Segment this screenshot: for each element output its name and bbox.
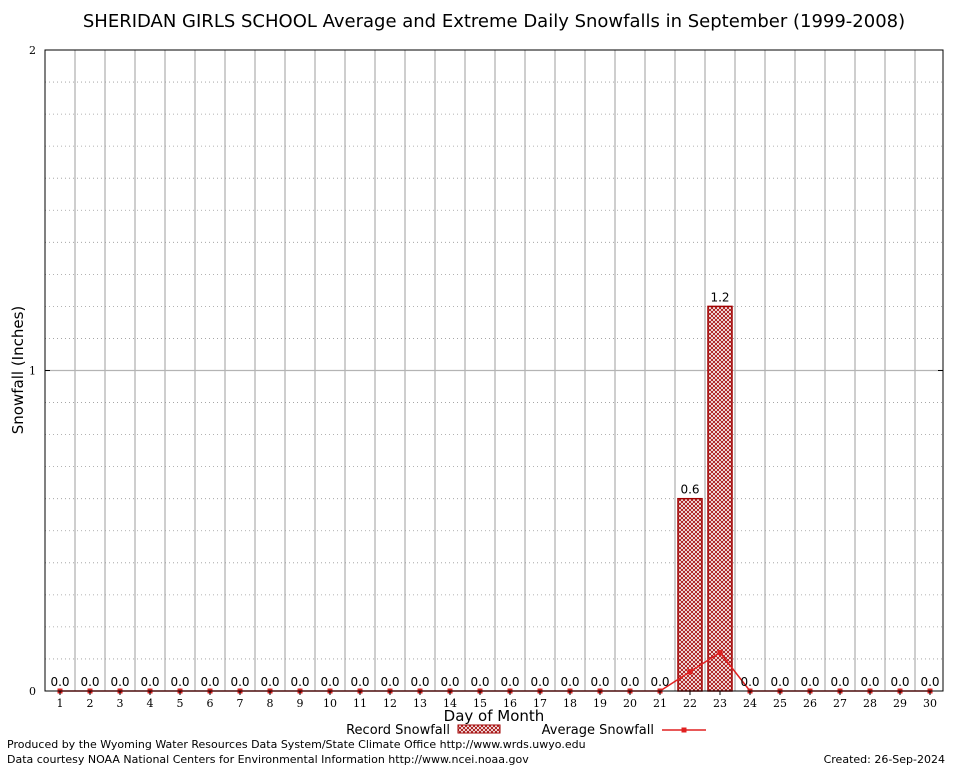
data-label: 0.0	[410, 675, 429, 689]
data-label: 0.0	[830, 675, 849, 689]
x-tick-label: 29	[893, 697, 907, 710]
data-label: 0.0	[560, 675, 579, 689]
x-tick-label: 16	[503, 697, 517, 710]
data-label: 0.0	[350, 675, 369, 689]
data-label: 0.0	[380, 675, 399, 689]
x-tick-label: 2	[87, 697, 94, 710]
x-tick-label: 13	[413, 697, 427, 710]
x-tick-label: 18	[563, 697, 577, 710]
data-label: 0.0	[140, 675, 159, 689]
data-label: 0.0	[80, 675, 99, 689]
footer-created-date: Created: 26-Sep-2024	[824, 753, 945, 766]
average-snowfall-point	[717, 650, 723, 656]
legend: Record Snowfall Average Snowfall	[346, 723, 706, 738]
x-tick-label: 20	[623, 697, 637, 710]
data-label: 0.0	[170, 675, 189, 689]
x-tick-label: 17	[533, 697, 547, 710]
x-axis-label: Day of Month	[444, 707, 545, 725]
data-label: 0.0	[800, 675, 819, 689]
legend-average-label: Average Snowfall	[542, 723, 654, 738]
x-tick-label: 23	[713, 697, 727, 710]
x-tick-label: 28	[863, 697, 877, 710]
data-label: 0.6	[680, 483, 699, 497]
x-tick-label: 3	[117, 697, 124, 710]
data-label: 0.0	[650, 675, 669, 689]
y-tick-label: 1	[29, 365, 36, 378]
footer-data-courtesy: Data courtesy NOAA National Centers for …	[7, 753, 529, 766]
x-tick-label: 11	[353, 697, 367, 710]
record-snowfall-bar	[677, 497, 703, 692]
x-tick-label: 22	[683, 697, 697, 710]
data-label: 0.0	[740, 675, 759, 689]
x-tick-label: 10	[323, 697, 337, 710]
plot-frame	[44, 49, 944, 692]
x-tick-label: 12	[383, 697, 397, 710]
y-axis-label: Snowfall (Inches)	[9, 306, 27, 434]
legend-average-marker	[681, 727, 687, 733]
data-label: 0.0	[290, 675, 309, 689]
data-label: 0.0	[320, 675, 339, 689]
x-tick-label: 15	[473, 697, 487, 710]
x-tick-label: 1	[57, 697, 64, 710]
x-tick-label: 27	[833, 697, 847, 710]
x-tick-label: 26	[803, 697, 817, 710]
x-tick-label: 14	[443, 697, 457, 710]
data-label: 0.0	[890, 675, 909, 689]
data-label: 0.0	[530, 675, 549, 689]
x-tick-label: 24	[743, 697, 757, 710]
record-snowfall-bar	[707, 305, 733, 692]
x-tick-label: 19	[593, 697, 607, 710]
data-label: 0.0	[200, 675, 219, 689]
data-label: 0.0	[770, 675, 789, 689]
y-tick-label: 2	[29, 44, 36, 57]
data-label: 0.0	[620, 675, 639, 689]
legend-record-swatch	[457, 724, 501, 734]
data-label: 0.0	[260, 675, 279, 689]
data-label: 0.0	[50, 675, 69, 689]
x-tick-label: 5	[177, 697, 184, 710]
data-label: 1.2	[710, 290, 729, 304]
footer-produced-by: Produced by the Wyoming Water Resources …	[7, 738, 586, 751]
data-label: 0.0	[860, 675, 879, 689]
x-tick-label: 8	[267, 697, 274, 710]
legend-record-label: Record Snowfall	[346, 723, 450, 738]
data-label: 0.0	[920, 675, 939, 689]
data-label: 0.0	[440, 675, 459, 689]
data-label: 0.0	[230, 675, 249, 689]
x-tick-label: 9	[297, 697, 304, 710]
data-label: 0.0	[590, 675, 609, 689]
x-tick-label: 7	[237, 697, 244, 710]
data-label: 0.0	[470, 675, 489, 689]
chart-title: SHERIDAN GIRLS SCHOOL Average and Extrem…	[83, 11, 905, 32]
data-label: 0.0	[500, 675, 519, 689]
data-label: 0.0	[110, 675, 129, 689]
x-tick-label: 25	[773, 697, 787, 710]
average-snowfall-point	[687, 669, 693, 675]
x-tick-label: 6	[207, 697, 214, 710]
x-tick-label: 4	[147, 697, 154, 710]
x-tick-label: 21	[653, 697, 667, 710]
y-tick-label: 0	[29, 685, 36, 698]
x-tick-label: 30	[923, 697, 937, 710]
